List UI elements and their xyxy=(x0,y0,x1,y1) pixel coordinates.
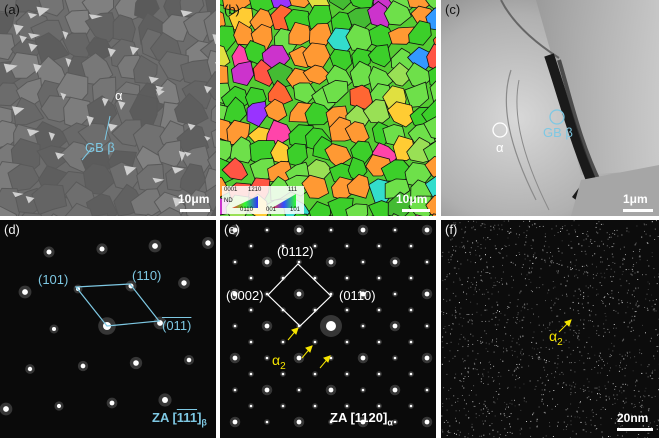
zone-axis-e: ZA [1120]α xyxy=(330,410,393,428)
panel-c-tem: (c) α GB β 1μm xyxy=(441,0,659,216)
panel-label-c: (c) xyxy=(445,2,461,17)
sem-image xyxy=(0,0,216,216)
za-index-d: 111 xyxy=(176,410,198,425)
scale-text-a: 10μm xyxy=(178,192,210,206)
za-sub-e: α xyxy=(387,417,393,428)
gb-beta-label-a: GB β xyxy=(85,140,115,155)
alpha2-label-e: α2 xyxy=(272,352,286,372)
alpha-marker-c xyxy=(492,122,508,138)
za-prefix-d: ZA [ xyxy=(152,410,177,425)
gb-beta-label-c: GB β xyxy=(543,125,573,140)
legend-1210: 1210 xyxy=(248,187,262,193)
scalebar-c xyxy=(623,209,653,212)
index-011: (011) xyxy=(162,318,191,333)
scale-text-f: 20nm xyxy=(617,411,649,425)
panel-b-ebsd: (b) 0001 1210 111 ND 0110 001 101 10μm xyxy=(220,0,436,216)
unit-cell-e xyxy=(267,263,332,327)
panel-a-sem: (a) α GB β 10μm xyxy=(0,0,216,216)
scalebar-b xyxy=(402,209,430,212)
za-sub-d: β xyxy=(201,417,207,428)
alpha-label-c: α xyxy=(496,140,504,155)
scalebar-a xyxy=(180,209,210,212)
legend-0110: 0110 xyxy=(240,207,253,213)
legend-0001: 0001 xyxy=(224,187,238,193)
tem-image xyxy=(441,0,659,216)
za-suffix-e: ] xyxy=(383,410,388,425)
legend-101: 101 xyxy=(290,207,301,213)
panel-label-d: (d) xyxy=(4,222,20,237)
alpha2-label-f: α2 xyxy=(549,328,563,348)
diffraction-pattern-d xyxy=(0,237,214,416)
alpha2-arrow-f xyxy=(558,319,572,333)
index-0110: (0110) xyxy=(339,288,376,303)
index-0002: (0002) xyxy=(226,288,264,303)
za-index-e: 1120 xyxy=(354,410,383,425)
alpha2-text-e: α xyxy=(272,352,281,368)
legend-111: 111 xyxy=(288,187,298,193)
superlattice-arrows-e xyxy=(287,327,331,369)
panel-label-a: (a) xyxy=(4,2,20,17)
ipf-legend: 0001 1210 111 ND 0110 001 101 xyxy=(222,186,304,214)
unit-cell-d xyxy=(74,283,161,327)
alpha2-sub-e: 2 xyxy=(280,360,286,372)
alpha2-sub-f: 2 xyxy=(557,336,563,348)
gb-marker-c xyxy=(549,109,565,125)
index-011-text: (011) xyxy=(162,318,192,333)
index-110: (110) xyxy=(132,268,162,283)
panel-label-f: (f) xyxy=(445,222,458,237)
ipf-triangles xyxy=(232,194,296,208)
ebsd-map xyxy=(220,0,436,216)
index-101: (101) xyxy=(38,272,69,287)
scale-text-b: 10μm xyxy=(396,192,428,206)
gb-pointer-a xyxy=(81,115,111,161)
legend-nd: ND xyxy=(224,198,233,204)
scale-text-c: 1μm xyxy=(623,192,648,206)
darkfield-image xyxy=(441,220,659,438)
panel-e-saed: (e) (0112) (0002) (0110) α2 ZA [1120]α xyxy=(220,220,436,438)
alpha2-text-f: α xyxy=(549,328,558,344)
diffraction-pattern-e xyxy=(229,224,433,428)
index-0112: (0112) xyxy=(277,244,314,259)
panel-d-saed: (d) (101) (110) (011) ZA [111]β xyxy=(0,220,216,438)
za-prefix-e: ZA [ xyxy=(330,410,355,425)
panel-f-darkfield: (f) α2 20nm xyxy=(441,220,659,438)
scalebar-f xyxy=(617,428,653,431)
panel-label-b: (b) xyxy=(224,2,240,17)
alpha-label-a: α xyxy=(115,88,123,103)
legend-001: 001 xyxy=(266,207,277,213)
za-suffix-d: ] xyxy=(197,410,202,425)
zone-axis-d: ZA [111]β xyxy=(152,410,207,428)
panel-label-e: (e) xyxy=(224,222,240,237)
